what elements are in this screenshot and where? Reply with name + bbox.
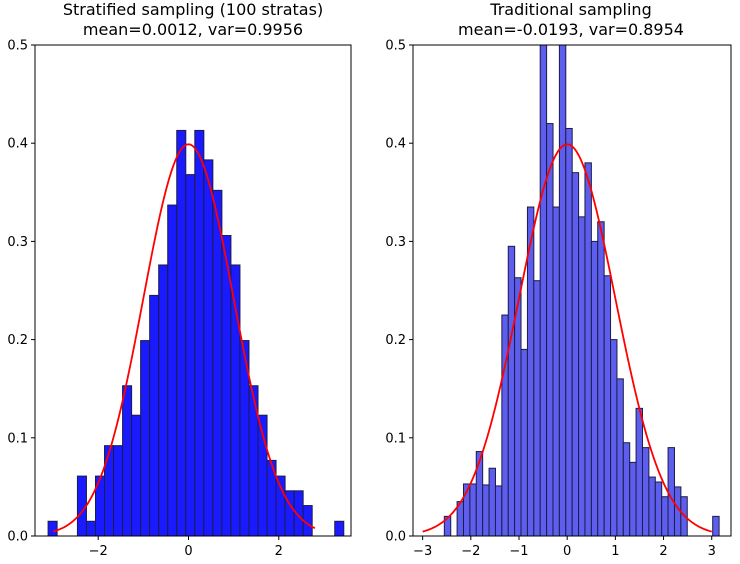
x-tick-label: −2 (461, 544, 480, 559)
x-tick-label: −2 (89, 544, 108, 559)
x-tick-label: 3 (708, 544, 716, 559)
x-axis: −3 −2 −1 0 1 2 3 (413, 536, 716, 559)
y-axis: 0.0 0.1 0.2 0.3 0.4 0.5 (385, 39, 413, 545)
chart-title-line1: Traditional sampling (489, 0, 651, 19)
histogram-bar (212, 189, 223, 537)
histogram-bar (113, 445, 124, 537)
histogram-bar (185, 174, 196, 537)
histogram-bar (571, 172, 580, 537)
histogram-bar (104, 445, 115, 537)
y-tick-label: 0.4 (7, 137, 28, 152)
histogram-bar (158, 264, 169, 537)
chart-title-line2: mean=-0.0193, var=0.8954 (458, 20, 684, 39)
plot-area-frame (412, 44, 732, 537)
histogram-bar (488, 467, 496, 537)
histogram-bar (590, 240, 599, 537)
histogram-bar (616, 378, 624, 537)
y-tick-label: 0.0 (385, 530, 406, 545)
histogram-bar (85, 520, 96, 537)
y-tick-label: 0.0 (7, 530, 28, 545)
histogram-bar (149, 294, 160, 537)
histogram-bar (648, 476, 656, 537)
x-axis: −2 0 2 (89, 536, 283, 559)
histogram-bar (603, 275, 612, 537)
histogram-bar (667, 447, 675, 537)
histogram-bar (507, 245, 516, 537)
histogram-bar (203, 159, 214, 537)
y-tick-label: 0.3 (7, 235, 28, 250)
x-tick-label: −1 (509, 544, 528, 559)
y-tick-label: 0.1 (7, 431, 28, 446)
histogram-bar (635, 407, 643, 537)
histogram-bar (558, 44, 567, 537)
histogram-bar (629, 461, 637, 537)
stratified-histogram-chart: Stratified sampling (100 stratas) mean=0… (7, 0, 352, 559)
y-tick-label: 0.5 (7, 39, 28, 54)
y-axis: 0.0 0.1 0.2 0.3 0.4 0.5 (7, 39, 35, 545)
histogram-bar (122, 385, 133, 537)
chart-title-line1: Stratified sampling (100 stratas) (63, 0, 323, 19)
histogram-bar (578, 216, 586, 537)
histogram-bar (654, 481, 663, 537)
normal-pdf-curve (52, 143, 316, 533)
x-tick-label: 0 (184, 544, 192, 559)
histogram-bar (712, 515, 720, 537)
histogram-bar (194, 129, 205, 537)
y-tick-label: 0.2 (385, 333, 406, 348)
histogram-bar (539, 44, 548, 537)
x-tick-label: −3 (413, 544, 432, 559)
traditional-histogram-chart: Traditional sampling mean=-0.0193, var=0… (385, 0, 732, 559)
histogram-bar (494, 485, 503, 537)
histogram-bar (641, 447, 650, 537)
histogram-bar (131, 414, 142, 537)
histogram-bar (622, 442, 631, 537)
histogram-bar (552, 206, 560, 537)
x-tick-label: 0 (563, 544, 571, 559)
x-tick-label: 2 (659, 544, 667, 559)
y-tick-label: 0.4 (385, 137, 406, 152)
histogram-bar (47, 520, 58, 537)
histogram-bar (661, 496, 669, 537)
histogram-bar (584, 162, 592, 537)
histogram-bar (482, 484, 490, 537)
histogram-bar (533, 280, 541, 537)
y-tick-label: 0.2 (7, 333, 28, 348)
x-tick-label: 2 (275, 544, 283, 559)
histogram-bar (565, 127, 573, 537)
x-tick-label: 1 (611, 544, 619, 559)
normal-pdf-curve-group (52, 143, 316, 533)
histogram-bar (140, 340, 151, 537)
histogram-bar (475, 451, 484, 537)
plot-area-frame (34, 44, 352, 537)
histogram-bar (546, 123, 554, 537)
normal-pdf-curve-group (422, 143, 712, 533)
histogram-bar (610, 339, 618, 537)
y-tick-label: 0.5 (385, 39, 406, 54)
chart-title-line2: mean=0.0012, var=0.9956 (83, 20, 303, 39)
y-tick-label: 0.3 (385, 235, 406, 250)
histogram-bar (334, 520, 345, 537)
histogram-bar (167, 204, 178, 537)
normal-pdf-curve (422, 143, 712, 533)
y-tick-label: 0.1 (385, 431, 406, 446)
histogram-bar (597, 221, 605, 537)
histogram-bar (469, 483, 477, 537)
histogram-bar (520, 348, 528, 537)
histogram-bar (501, 314, 509, 537)
histogram-bar (176, 129, 187, 537)
